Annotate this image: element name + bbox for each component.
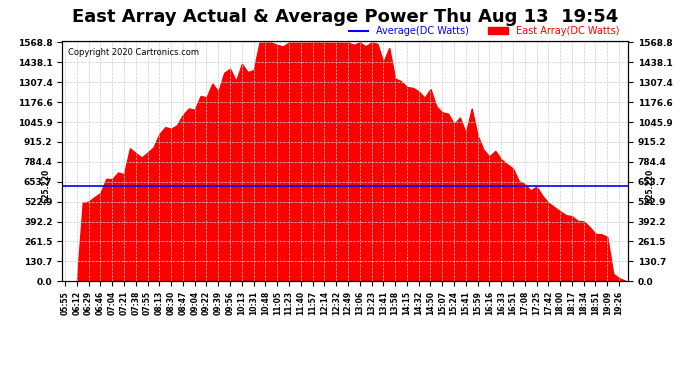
Legend: Average(DC Watts), East Array(DC Watts): Average(DC Watts), East Array(DC Watts)	[345, 22, 623, 40]
Text: East Array Actual & Average Power Thu Aug 13  19:54: East Array Actual & Average Power Thu Au…	[72, 8, 618, 26]
Text: 625.220: 625.220	[646, 169, 655, 203]
Text: 625.220: 625.220	[41, 169, 50, 203]
Text: Copyright 2020 Cartronics.com: Copyright 2020 Cartronics.com	[68, 48, 199, 57]
